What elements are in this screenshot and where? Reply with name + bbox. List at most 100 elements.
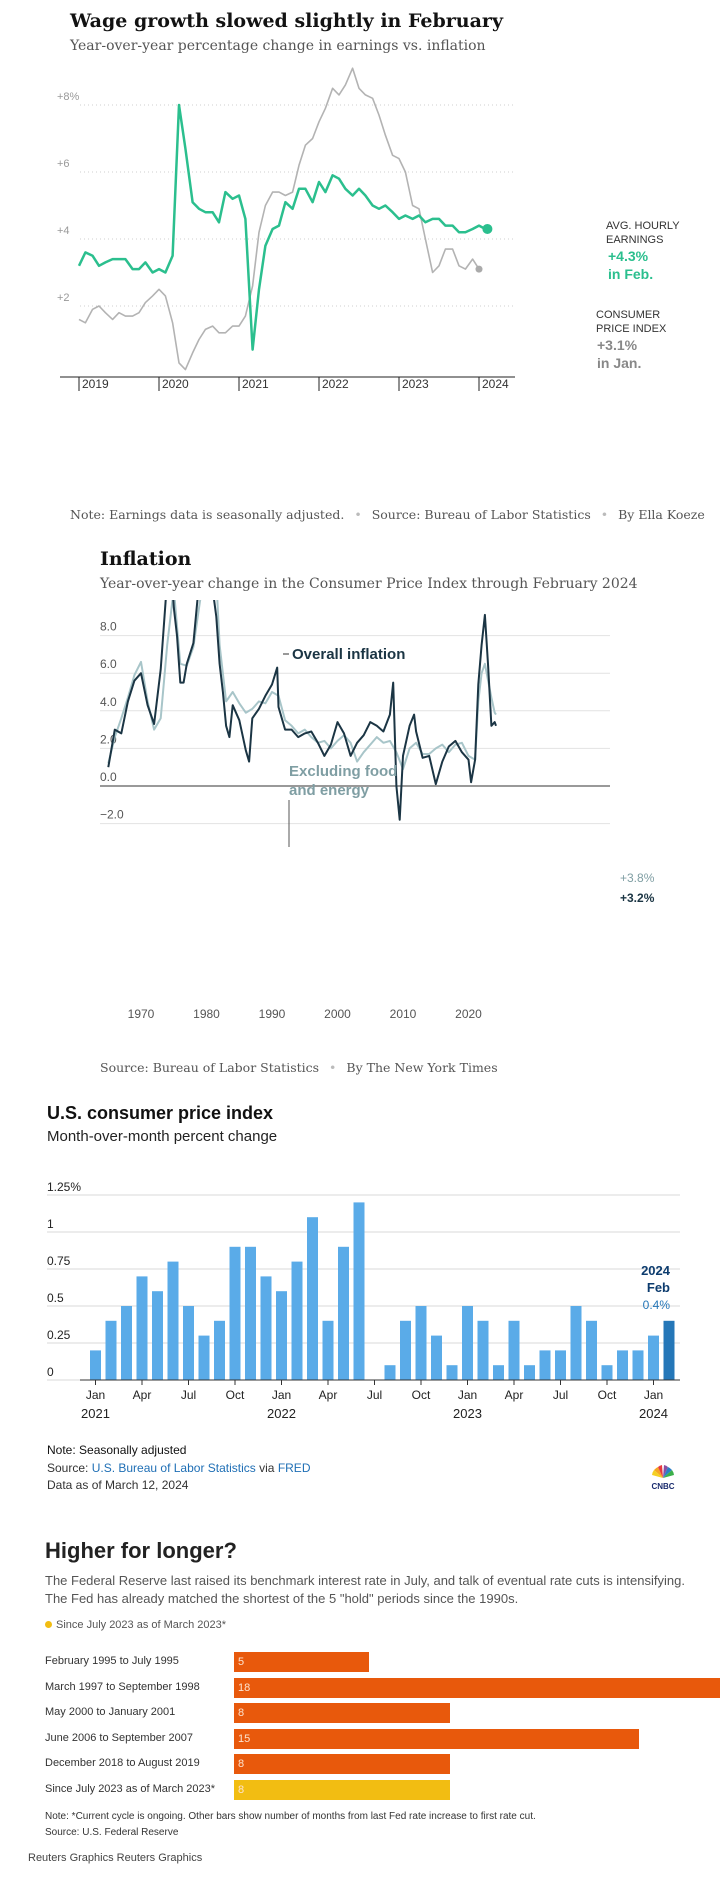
- cnbc-logo: CNBC: [648, 1462, 678, 1492]
- description-line2: The Fed has already matched the shortest…: [45, 1591, 519, 1606]
- bar: [183, 1306, 194, 1380]
- cpi-label-line2: PRICE INDEX: [596, 323, 667, 335]
- chart4-note: Note: *Current cycle is ongoing. Other b…: [45, 1811, 536, 1822]
- row-label: May 2000 to January 2001: [45, 1706, 176, 1718]
- core-label-line1: Excluding food: [289, 763, 397, 780]
- chart3-title: U.S. consumer price index: [47, 1103, 274, 1123]
- y-tick-label: 0: [47, 1365, 54, 1379]
- bar: [431, 1335, 442, 1380]
- hbar: 8: [234, 1779, 450, 1800]
- bar-value: 8: [238, 1707, 245, 1719]
- source-prefix: Source:: [47, 1461, 92, 1475]
- earnings-month: in Feb.: [608, 266, 653, 282]
- chart3-subtitle: Month-over-month percent change: [47, 1128, 278, 1145]
- x-tick-year: 2022: [267, 1406, 296, 1421]
- bar: [136, 1276, 148, 1380]
- legend-dot: [45, 1621, 52, 1628]
- bar: [493, 1365, 504, 1380]
- x-tick-label: 2010: [390, 1007, 417, 1021]
- chart1-note-text: Note: Earnings data is seasonally adjust…: [70, 507, 345, 522]
- bar: [307, 1217, 318, 1380]
- x-tick-label: Jan: [86, 1388, 105, 1402]
- cpi-month: in Jan.: [597, 355, 641, 371]
- earnings-line: [77, 103, 486, 351]
- bar: [555, 1350, 566, 1380]
- x-tick-label: 1980: [193, 1007, 220, 1021]
- x-tick-label: 2020: [455, 1007, 482, 1021]
- hbar: 15: [234, 1728, 639, 1749]
- y-tick-label: +4: [57, 225, 70, 237]
- bar: [415, 1306, 427, 1380]
- y-tick-label: 4.0: [100, 695, 117, 709]
- chart2-source: Source: Bureau of Labor Statistics: [100, 1060, 320, 1075]
- bar: [508, 1320, 520, 1380]
- x-tick-label: 2022: [322, 377, 349, 391]
- bar: [601, 1365, 613, 1380]
- bar: [384, 1365, 396, 1380]
- y-tick-label: 0.75: [47, 1254, 71, 1268]
- y-tick-label: +6: [57, 158, 70, 170]
- bar: [586, 1320, 597, 1380]
- y-tick-label: 0.0: [100, 770, 117, 784]
- chart1-note: Note: Earnings data is seasonally adjust…: [70, 507, 705, 522]
- chart4-title: Higher for longer?: [45, 1538, 237, 1563]
- earnings-label-line1: AVG. HOURLY: [606, 220, 680, 232]
- core-inflation-line: [107, 600, 497, 771]
- y-tick-label: 0.5: [47, 1291, 64, 1305]
- legend-label: Since July 2023 as of March 2023*: [56, 1619, 226, 1631]
- cnbc-logo-text: CNBC: [651, 1482, 674, 1491]
- data-as-of: Data as of March 12, 2024: [47, 1478, 189, 1492]
- chart3-note: Note: Seasonally adjusted: [47, 1443, 187, 1457]
- bar: [322, 1320, 334, 1380]
- x-tick-label: 2023: [402, 377, 429, 391]
- x-tick-label: Apr: [319, 1388, 338, 1402]
- x-tick-label: 1970: [128, 1007, 155, 1021]
- x-tick-label: Jan: [644, 1388, 663, 1402]
- separator: •: [354, 507, 362, 522]
- x-tick-label: Jul: [553, 1388, 568, 1402]
- y-tick-label: +2: [57, 292, 70, 304]
- overall-inflation-line: [107, 600, 497, 821]
- bar: [245, 1246, 256, 1380]
- x-tick-label: 2021: [242, 377, 269, 391]
- x-tick-label: Jan: [272, 1388, 291, 1402]
- chart2-subtitle: Year-over-year change in the Consumer Pr…: [100, 576, 638, 592]
- bar: [167, 1261, 179, 1380]
- overall-end-value: +3.2%: [620, 891, 655, 905]
- x-tick-label: Apr: [133, 1388, 152, 1402]
- bar: [632, 1350, 644, 1380]
- description-line1: The Federal Reserve last raised its benc…: [45, 1573, 685, 1588]
- row-label: June 2006 to September 2007: [45, 1731, 194, 1744]
- x-tick-label: Jul: [181, 1388, 196, 1402]
- row-label: March 1997 to September 1998: [45, 1680, 200, 1693]
- earnings-label-line2: EARNINGS: [606, 234, 663, 246]
- annotation-month: Feb: [647, 1280, 670, 1295]
- bar: [570, 1306, 582, 1380]
- bar: [276, 1291, 287, 1380]
- earnings-end-dot: [482, 223, 493, 234]
- bar: [462, 1306, 473, 1380]
- bar: [539, 1350, 551, 1380]
- x-tick-label: 2019: [82, 377, 109, 391]
- x-tick-label: 2020: [162, 377, 189, 391]
- fred-link[interactable]: FRED: [277, 1461, 311, 1475]
- bar: [477, 1320, 489, 1380]
- bls-link[interactable]: U.S. Bureau of Labor Statistics: [91, 1461, 256, 1475]
- hbar: 8: [234, 1703, 450, 1723]
- chart2-title: Inflation: [100, 548, 192, 570]
- bar-value: 8: [238, 1758, 245, 1770]
- cpi-label-line1: CONSUMER: [596, 309, 660, 321]
- hbar: 18: [234, 1677, 720, 1698]
- x-tick-year: 2023: [453, 1406, 482, 1421]
- x-tick-label: Apr: [505, 1388, 524, 1402]
- x-tick-year: 2024: [639, 1406, 668, 1421]
- bar: [524, 1365, 535, 1380]
- cpi-value: +3.1%: [597, 337, 638, 353]
- chart4-legend: Since July 2023 as of March 2023*: [45, 1619, 226, 1631]
- cpi-end-dot: [475, 265, 483, 273]
- bar: [229, 1246, 241, 1380]
- wage-growth-panel: Wage growth slowed slightly in February …: [0, 0, 728, 522]
- y-tick-label: 6.0: [100, 657, 117, 671]
- chart2-plot: +14.0%12.010.08.06.04.02.00.0−2.0 197019…: [100, 600, 655, 1021]
- bar: [90, 1350, 101, 1380]
